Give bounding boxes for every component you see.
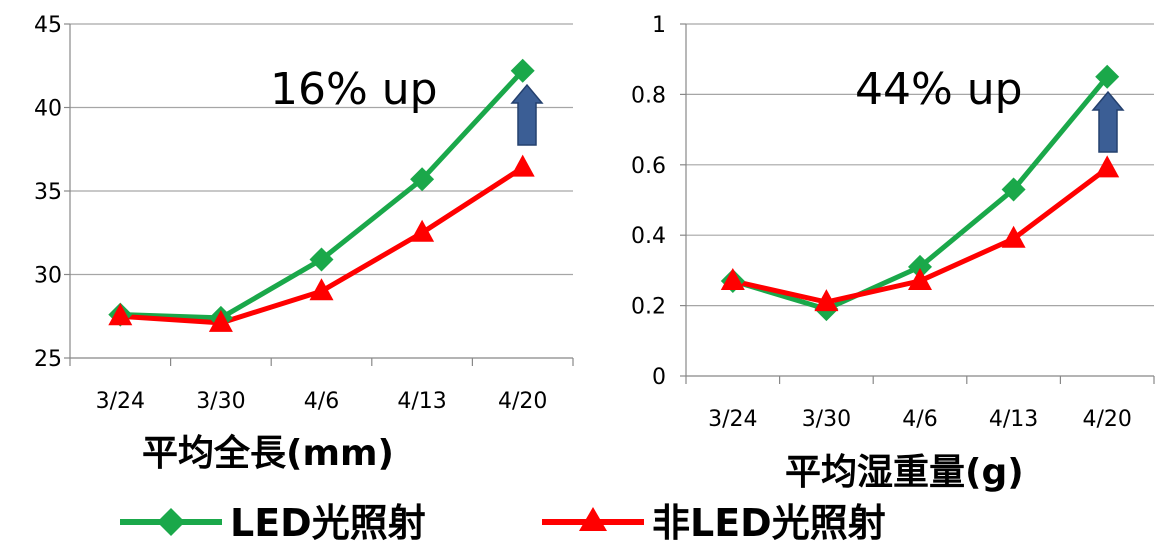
x-tick-label: 4/6: [304, 389, 339, 414]
grid-lines: [686, 23, 1154, 307]
up-arrow-icon: [1091, 90, 1125, 153]
y-tick-labels: 0 0.2 0.4 0.6 0.8 1: [631, 13, 666, 390]
data-point: [1001, 225, 1026, 248]
series-markers: [108, 58, 535, 332]
y-tick-label: 35: [34, 180, 62, 205]
x-tick-label: 4/13: [397, 389, 446, 414]
x-tick-label: 4/6: [902, 407, 937, 432]
data-point: [908, 254, 932, 279]
chart-title: 平均湿重量(g): [785, 452, 1024, 493]
data-point: [108, 303, 133, 326]
data-point: [309, 247, 334, 272]
diamond-marker-icon: [157, 508, 185, 536]
chart-average-wet-weight: 0 0.2 0.4 0.6 0.8 1 3/24 3/30 4/6 4/13 4/20 44% u…: [631, 13, 1155, 493]
y-tick-label: 40: [34, 97, 62, 122]
x-tick-label: 4/20: [1082, 407, 1131, 432]
y-tick-label: 45: [34, 13, 62, 38]
x-tick-label: 4/20: [498, 389, 547, 414]
x-tick-label: 3/24: [96, 389, 145, 414]
data-point: [814, 289, 839, 312]
y-tick-labels: 25 30 35 40 45: [34, 13, 62, 372]
data-point: [208, 309, 233, 332]
y-tick-label: 0.2: [631, 295, 666, 320]
y-tick-label: 1: [652, 13, 666, 38]
data-point: [908, 267, 932, 290]
y-tick-label: 0.6: [631, 154, 666, 179]
triangle-marker-icon: [579, 507, 607, 531]
y-tick-label: 30: [34, 264, 62, 289]
y-tick-label: 0.8: [631, 83, 666, 108]
x-tick-label: 4/13: [989, 407, 1038, 432]
grid-lines: [70, 23, 573, 276]
data-point: [1001, 177, 1026, 202]
data-point: [510, 58, 535, 83]
x-tick-labels: 3/24 3/30 4/6 4/13 4/20: [96, 389, 548, 414]
x-tick-labels: 3/24 3/30 4/6 4/13 4/20: [708, 407, 1132, 432]
data-point: [1095, 155, 1120, 178]
series-markers: [720, 64, 1120, 322]
chart-title: 平均全長(mm): [142, 432, 394, 474]
x-tick-label: 3/30: [802, 407, 851, 432]
data-point: [1095, 64, 1120, 89]
axes: [64, 23, 574, 366]
legend: LED光照射 非LED光照射: [120, 501, 886, 545]
up-arrow-icon: [510, 83, 544, 146]
y-tick-label: 0: [652, 365, 666, 390]
legend-label: LED光照射: [230, 501, 426, 545]
legend-label: 非LED光照射: [652, 501, 886, 545]
data-point: [720, 267, 745, 290]
data-point: [410, 167, 435, 192]
annotation-text: 44% up: [855, 64, 1023, 115]
annotation-text: 16% up: [270, 64, 438, 115]
data-point: [510, 154, 535, 177]
y-tick-label: 25: [34, 347, 62, 372]
chart-average-length: 25 30 35 40 45 3/24 3/30 4/6 4/13 4/20 16% up 平均…: [34, 13, 574, 474]
data-point: [410, 219, 435, 242]
data-point: [309, 278, 334, 301]
y-tick-label: 0.4: [631, 224, 666, 249]
x-tick-label: 3/30: [196, 389, 245, 414]
x-tick-label: 3/24: [708, 407, 757, 432]
axes: [680, 23, 1155, 384]
legend-item-non-led: 非LED光照射: [542, 501, 886, 545]
legend-item-led: LED光照射: [120, 501, 426, 545]
